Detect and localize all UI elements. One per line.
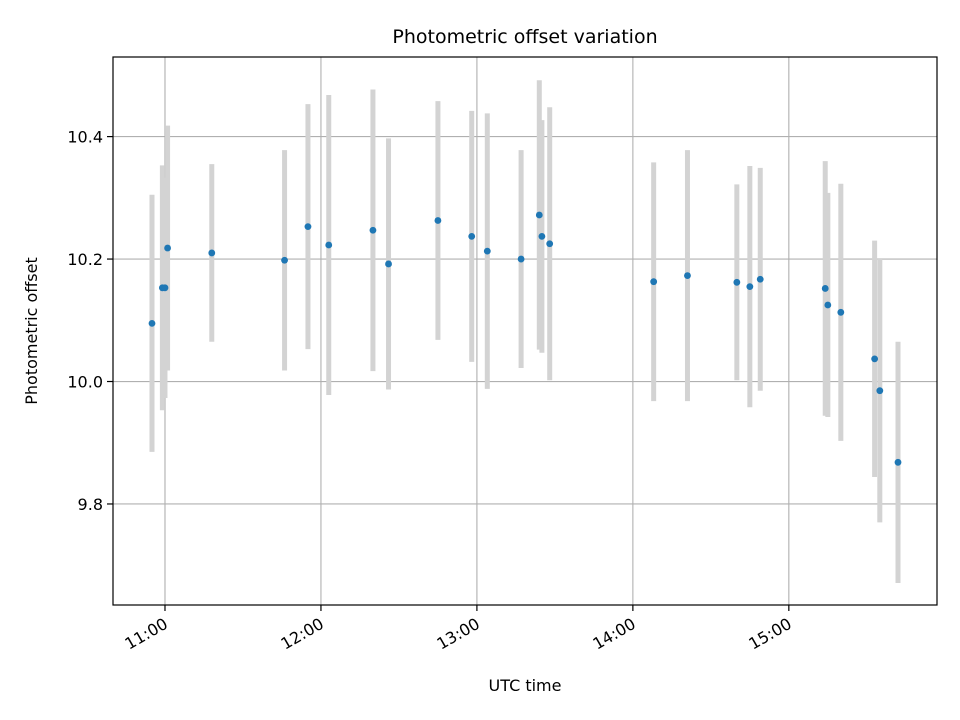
x-axis-label: UTC time xyxy=(489,676,562,695)
data-point xyxy=(894,458,902,466)
data-point xyxy=(538,233,546,240)
plot-frame xyxy=(112,56,938,606)
y-tick-label: 10.4 xyxy=(67,128,103,147)
grid xyxy=(113,57,937,605)
data-point xyxy=(468,233,476,240)
data-point xyxy=(161,284,169,292)
data-point xyxy=(535,211,543,219)
data-point xyxy=(650,278,658,286)
data-point xyxy=(483,247,491,255)
data-point xyxy=(871,355,879,363)
data-point xyxy=(208,249,216,257)
data-point xyxy=(546,240,554,248)
data-point xyxy=(684,272,691,279)
data-point xyxy=(517,255,525,263)
data-point xyxy=(756,275,764,283)
data-point xyxy=(385,260,392,268)
data-point xyxy=(304,223,312,231)
y-tick-label: 10.2 xyxy=(67,250,103,269)
data-point xyxy=(746,283,754,291)
y-axis-ticks: 9.8 10.0 10.2 10.4 xyxy=(67,128,113,514)
data-point xyxy=(434,217,442,224)
data-point xyxy=(837,308,845,316)
data-point xyxy=(876,387,884,395)
data-point xyxy=(824,301,832,309)
data-point xyxy=(733,278,741,286)
data-point xyxy=(369,226,377,234)
chart-title: Photometric offset variation xyxy=(392,26,657,48)
y-tick-label: 9.8 xyxy=(78,495,103,514)
data-point xyxy=(164,244,171,252)
data-point xyxy=(325,241,333,249)
data-points xyxy=(148,211,902,466)
y-axis-label: Photometric offset xyxy=(22,257,41,405)
y-tick-label: 10.0 xyxy=(67,373,103,392)
data-point xyxy=(148,319,156,327)
plot-area xyxy=(113,57,937,605)
data-point xyxy=(821,285,829,292)
data-point xyxy=(281,256,288,264)
